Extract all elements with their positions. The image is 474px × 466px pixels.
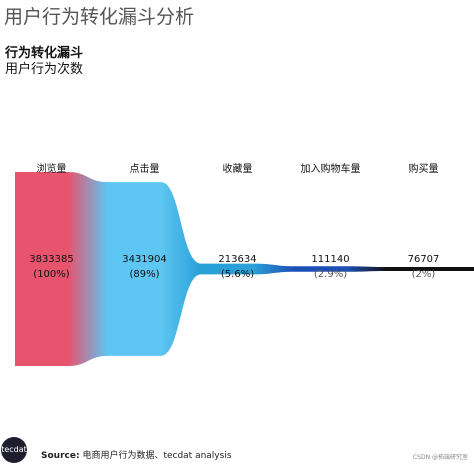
source-label: Source: — [41, 451, 80, 461]
stage-value-label: 3431904 — [122, 254, 167, 265]
stage-percent-label: (5.6%) — [221, 269, 254, 280]
watermark: CSDN @拓端研究室 — [412, 454, 468, 461]
source-note: Source: 电商用户行为数据、tecdat analysis — [41, 448, 232, 461]
stage-percent-label: (2%) — [412, 269, 436, 280]
stage-percent-label: (100%) — [33, 269, 69, 280]
stage-percent-label: (2.9%) — [314, 269, 347, 280]
stage-category-label: 点击量 — [130, 163, 160, 175]
source-text: 电商用户行为数据、tecdat analysis — [82, 451, 232, 461]
stage-value-label: 76707 — [408, 254, 440, 265]
chart-title: 行为转化漏斗 — [5, 46, 84, 61]
page-title: 用户行为转化漏斗分析 — [4, 6, 195, 28]
funnel-stage-1 — [15, 172, 108, 366]
stage-value-label: 111140 — [311, 254, 349, 265]
funnel-stage-5 — [387, 267, 474, 271]
stage-value-label: 213634 — [218, 254, 256, 265]
stage-category-label: 浏览量 — [37, 162, 67, 175]
funnel-stage-4 — [294, 266, 387, 272]
tecdat-logo: tecdat — [1, 437, 27, 463]
stage-percent-label: (89%) — [129, 269, 159, 280]
stage-category-label: 购买量 — [409, 162, 439, 175]
chart-subtitle: 用户行为次数 — [5, 62, 84, 77]
stage-category-label: 收藏量 — [223, 162, 253, 175]
stage-category-label: 加入购物车量 — [301, 162, 361, 175]
stage-value-label: 3833385 — [29, 254, 74, 265]
funnel-stage-3 — [201, 263, 294, 275]
funnel-stage-2 — [108, 182, 201, 356]
